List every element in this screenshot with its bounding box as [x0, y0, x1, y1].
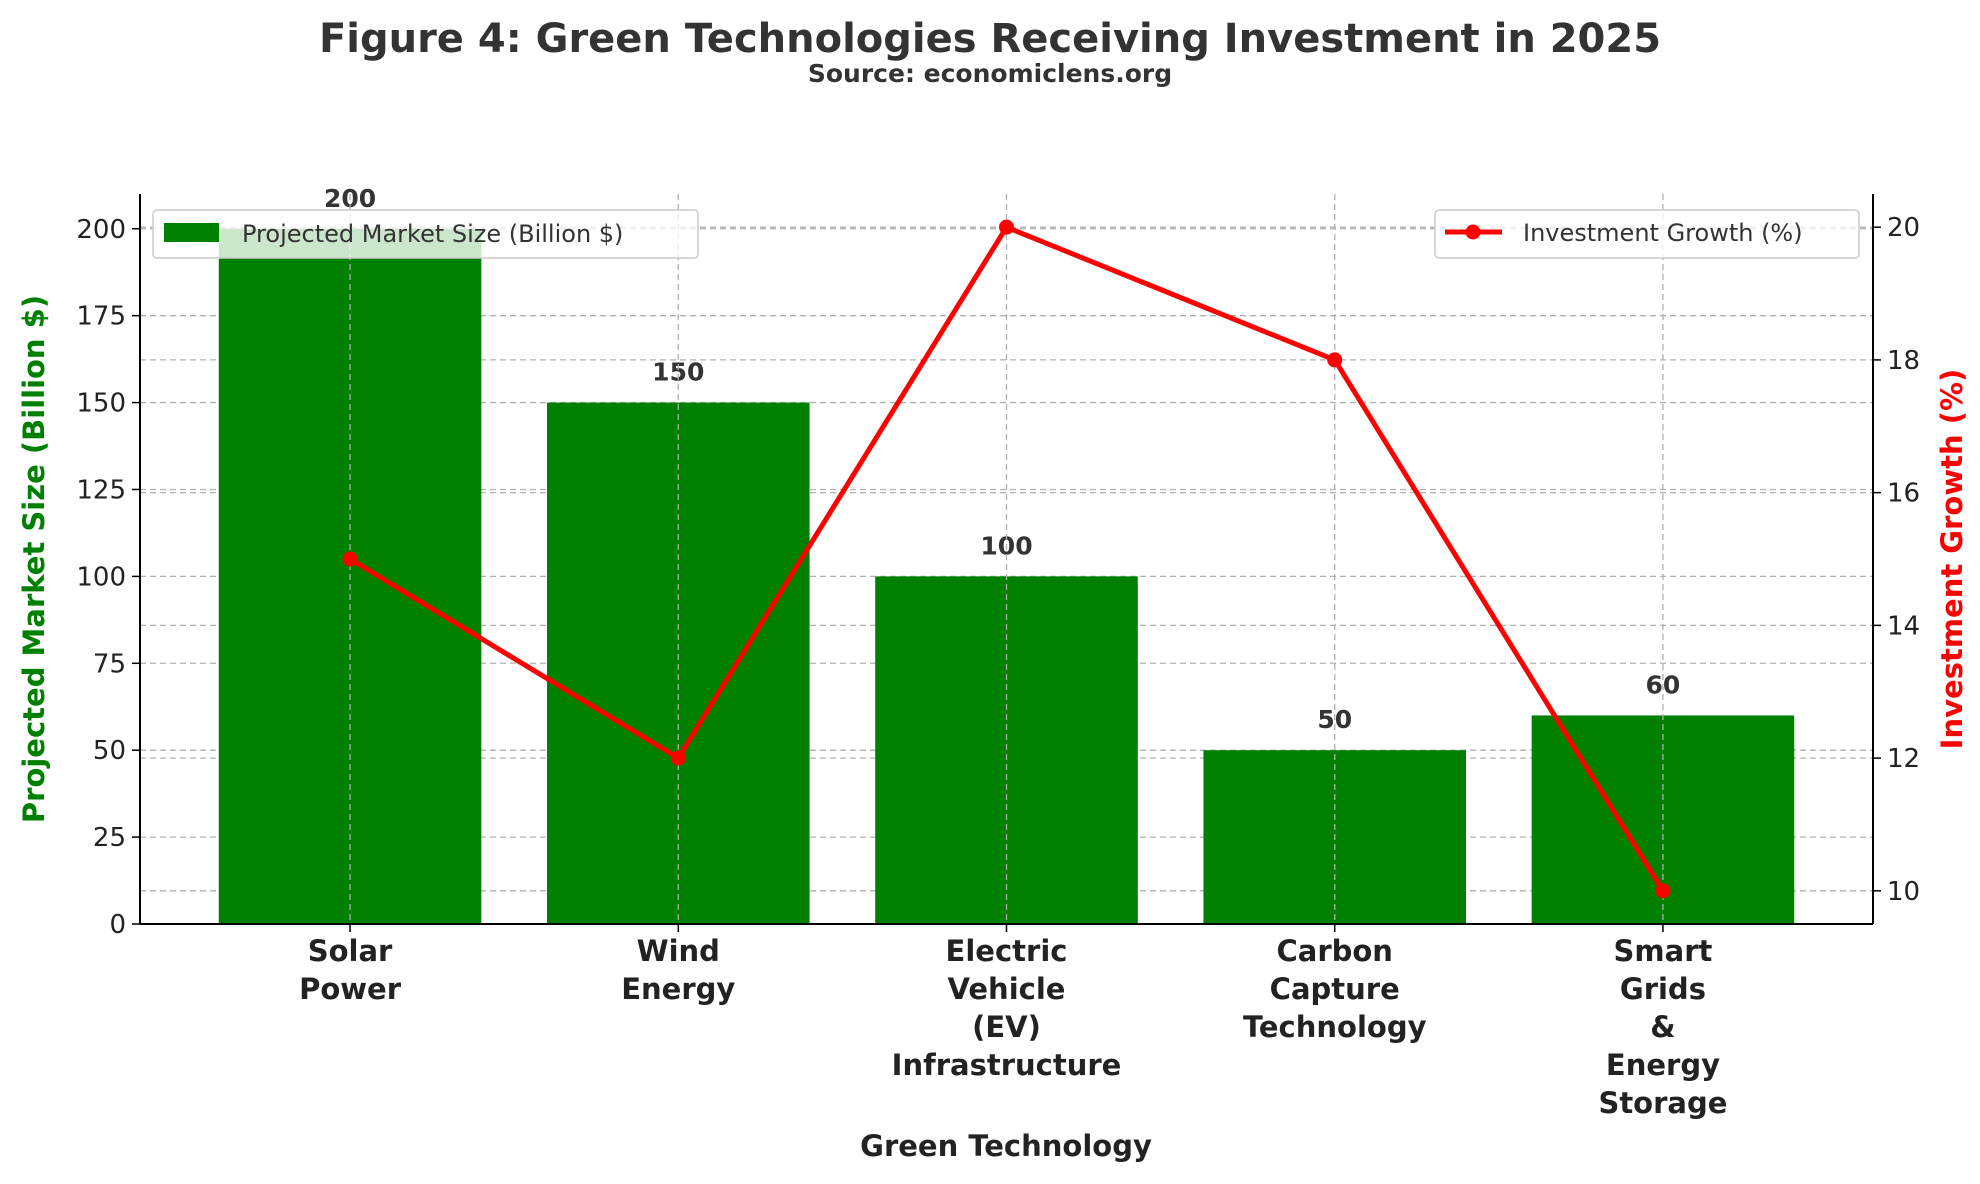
x-tick-label: Electric Vehicle (EV) Infrastructure — [892, 934, 1122, 1082]
legend-bar-swatch — [164, 223, 219, 242]
y-tick-label-left: 100 — [76, 562, 126, 592]
x-tick-label: Smart Grids & Energy Storage — [1598, 934, 1727, 1120]
chart-title: Figure 4: Green Technologies Receiving I… — [319, 16, 1661, 62]
y-tick-label-right: 12 — [1887, 744, 1920, 774]
x-axis-label: Green Technology — [860, 1129, 1152, 1163]
y-axis-label-left: Projected Market Size (Billion $) — [17, 295, 51, 823]
y-axis-label-right: Investment Growth (%) — [1935, 369, 1969, 750]
y-tick-label-left: 175 — [76, 302, 126, 332]
chart-subtitle: Source: economiclens.org — [808, 59, 1172, 88]
y-tick-label-right: 10 — [1887, 877, 1920, 907]
growth-point — [1655, 883, 1671, 899]
y-tick-label-right: 16 — [1887, 479, 1920, 509]
y-tick-label-right: 14 — [1887, 611, 1920, 641]
legend-line-label: Investment Growth (%) — [1523, 219, 1803, 247]
y-tick-label-left: 150 — [76, 389, 126, 419]
legend-right-box — [1434, 209, 1860, 259]
growth-line — [342, 219, 1671, 899]
growth-point — [999, 219, 1014, 235]
bar-data-label: 150 — [652, 358, 704, 387]
y-tick-label-right: 18 — [1887, 346, 1920, 376]
x-tick-label: Wind Energy — [621, 934, 735, 1006]
y-tick-label-left: 0 — [109, 910, 126, 940]
y-tick-label-left: 125 — [76, 475, 126, 505]
legend-line-marker — [1465, 224, 1481, 240]
y-tick-label-left: 75 — [93, 649, 126, 679]
legend-left-box — [152, 209, 699, 259]
growth-point — [670, 750, 686, 766]
growth-point — [1327, 352, 1343, 368]
growth-point — [342, 551, 358, 567]
x-tick-label: Solar Power — [299, 934, 402, 1006]
y-tick-label-right: 20 — [1887, 213, 1920, 243]
legend-bar-label: Projected Market Size (Billion $) — [242, 220, 623, 248]
axes: 0 25 50 75 100 125 150 175 200 10 12 14 16 18 20 Solar P… — [76, 194, 1920, 1120]
x-tick-label: Carbon Capture Technology — [1243, 934, 1427, 1044]
y-tick-label-left: 50 — [93, 736, 126, 766]
legends: Projected Market Size (Billion $) Investm… — [152, 209, 1860, 259]
y-tick-label-left: 200 — [76, 215, 126, 245]
y-tick-label-left: 25 — [93, 823, 126, 853]
